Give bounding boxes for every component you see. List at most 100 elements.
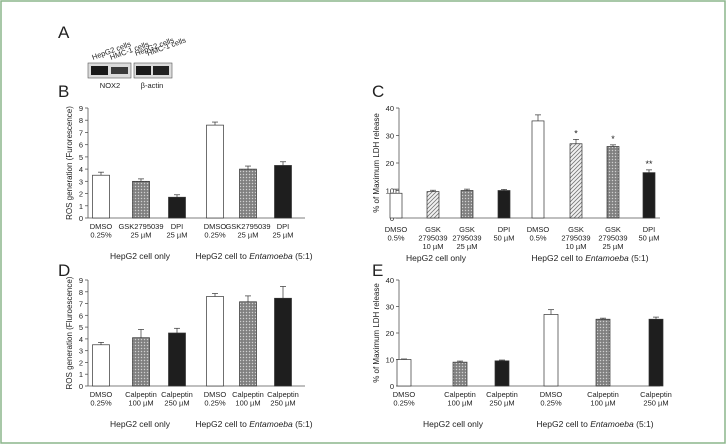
category-label: Calpeptin 250 µM	[267, 390, 299, 408]
category-label: DMSO 0.25%	[393, 390, 416, 408]
bar	[543, 314, 559, 387]
blot-label-nox2: NOX2	[100, 81, 120, 90]
category-label-line: 2795039	[561, 234, 590, 243]
category-label: DMSO 0.25%	[90, 390, 113, 408]
bar	[239, 168, 257, 219]
y-tick-label: 0	[390, 214, 394, 223]
category-label-line: DMSO	[204, 390, 227, 399]
bar	[274, 297, 292, 387]
y-tick-label: 2	[79, 358, 83, 367]
group-label-part: HepG2 cell only	[110, 419, 171, 429]
category-label-line: 250 µM	[489, 399, 514, 408]
group-label-part: Entamoeba	[590, 419, 634, 429]
bar	[426, 191, 440, 219]
category-label-line: 25 µM	[457, 242, 478, 251]
bar	[531, 120, 545, 219]
category-label-line: Calpeptin	[125, 390, 157, 399]
y-axis-title: ROS generation (Furorescence)	[65, 106, 74, 220]
category-label: DMSO 0.25%	[540, 390, 563, 408]
group-label-part: (5:1)	[293, 251, 313, 261]
group-label: HepG2 cell only	[110, 251, 171, 261]
category-label-line: 25 µM	[273, 231, 294, 240]
group-label: HepG2 cell to Entamoeba (5:1)	[536, 419, 653, 429]
category-label-line: 0.25%	[204, 231, 226, 240]
category-label-line: Calpeptin	[232, 390, 264, 399]
panel-label-b: B	[58, 82, 69, 101]
group-label-part: Entamoeba	[249, 251, 293, 261]
category-label-line: 100 µM	[128, 399, 153, 408]
group-label: HepG2 cell to Entamoeba (5:1)	[195, 251, 312, 261]
category-label-line: 0.25%	[90, 399, 112, 408]
bar	[497, 190, 511, 219]
category-label: Calpeptin 100 µM	[125, 390, 157, 408]
category-label-line: 50 µM	[494, 234, 515, 243]
blot-nox2-band-hepg2	[91, 66, 108, 75]
category-label: DPI 50 µM	[494, 225, 515, 243]
group-label-part: HepG2 cell to	[531, 253, 585, 263]
bar	[569, 143, 583, 219]
category-label-line: GSK2795039	[225, 222, 270, 231]
category-label-line: DMSO	[90, 390, 113, 399]
category-label: Calpeptin 250 µM	[640, 390, 672, 408]
y-tick-label: 30	[386, 132, 394, 141]
category-label-line: DMSO	[527, 225, 550, 234]
y-tick-label: 40	[386, 276, 394, 285]
category-label-line: DMSO	[540, 390, 563, 399]
y-tick-label: 4	[79, 165, 83, 174]
category-label: DMSO 0.5%	[527, 225, 550, 243]
significance-marker: **	[645, 159, 653, 169]
category-label-line: 100 µM	[447, 399, 472, 408]
group-label-part: (5:1)	[634, 419, 654, 429]
bar	[168, 332, 186, 387]
group-label-part: HepG2 cell to	[536, 419, 590, 429]
blot-actin-band-hmc1	[153, 66, 169, 75]
y-tick-label: 3	[79, 347, 83, 356]
category-label-line: 0.25%	[90, 231, 112, 240]
category-label: DMSO 0.25%	[204, 390, 227, 408]
y-tick-label: 10	[386, 187, 394, 196]
category-label-line: GSK	[425, 225, 441, 234]
category-label-line: GSK2795039	[118, 222, 163, 231]
category-label-line: 25 µM	[167, 231, 188, 240]
y-tick-label: 5	[79, 323, 83, 332]
category-label-line: DMSO	[90, 222, 113, 231]
category-label: Calpeptin 100 µM	[444, 390, 476, 408]
bar	[92, 344, 110, 387]
panel-label-a: A	[58, 23, 70, 42]
y-tick-label: 4	[79, 335, 83, 344]
y-tick-label: 20	[386, 329, 394, 338]
y-tick-label: 7	[79, 128, 83, 137]
y-tick-label: 10	[386, 356, 394, 365]
category-label: Calpeptin 100 µM	[232, 390, 264, 408]
category-label-line: DMSO	[204, 222, 227, 231]
category-label-line: 0.5%	[529, 234, 546, 243]
group-label-part: (5:1)	[293, 419, 313, 429]
y-tick-label: 6	[79, 311, 83, 320]
group-label: HepG2 cell to Entamoeba (5:1)	[531, 253, 648, 263]
bar	[595, 318, 611, 387]
category-label-line: 0.25%	[540, 399, 562, 408]
group-label-part: HepG2 cell only	[423, 419, 484, 429]
bar	[606, 146, 620, 219]
y-tick-label: 9	[79, 104, 83, 113]
y-tick-label: 2	[79, 190, 83, 199]
bar	[396, 359, 412, 387]
bar	[168, 196, 186, 219]
panel-label-c: C	[372, 82, 384, 101]
y-tick-label: 8	[79, 116, 83, 125]
bar	[132, 337, 150, 387]
group-label: HepG2 cell only	[406, 253, 467, 263]
category-label: GSK 2795039 10 µM	[418, 225, 447, 251]
category-label-line: 0.25%	[204, 399, 226, 408]
category-label-line: DPI	[498, 225, 511, 234]
category-label: Calpeptin 250 µM	[161, 390, 193, 408]
bar	[494, 360, 510, 387]
category-label-line: GSK	[605, 225, 621, 234]
y-axis-title: % of Maximum LDH release	[372, 283, 381, 383]
category-label-line: Calpeptin	[444, 390, 476, 399]
